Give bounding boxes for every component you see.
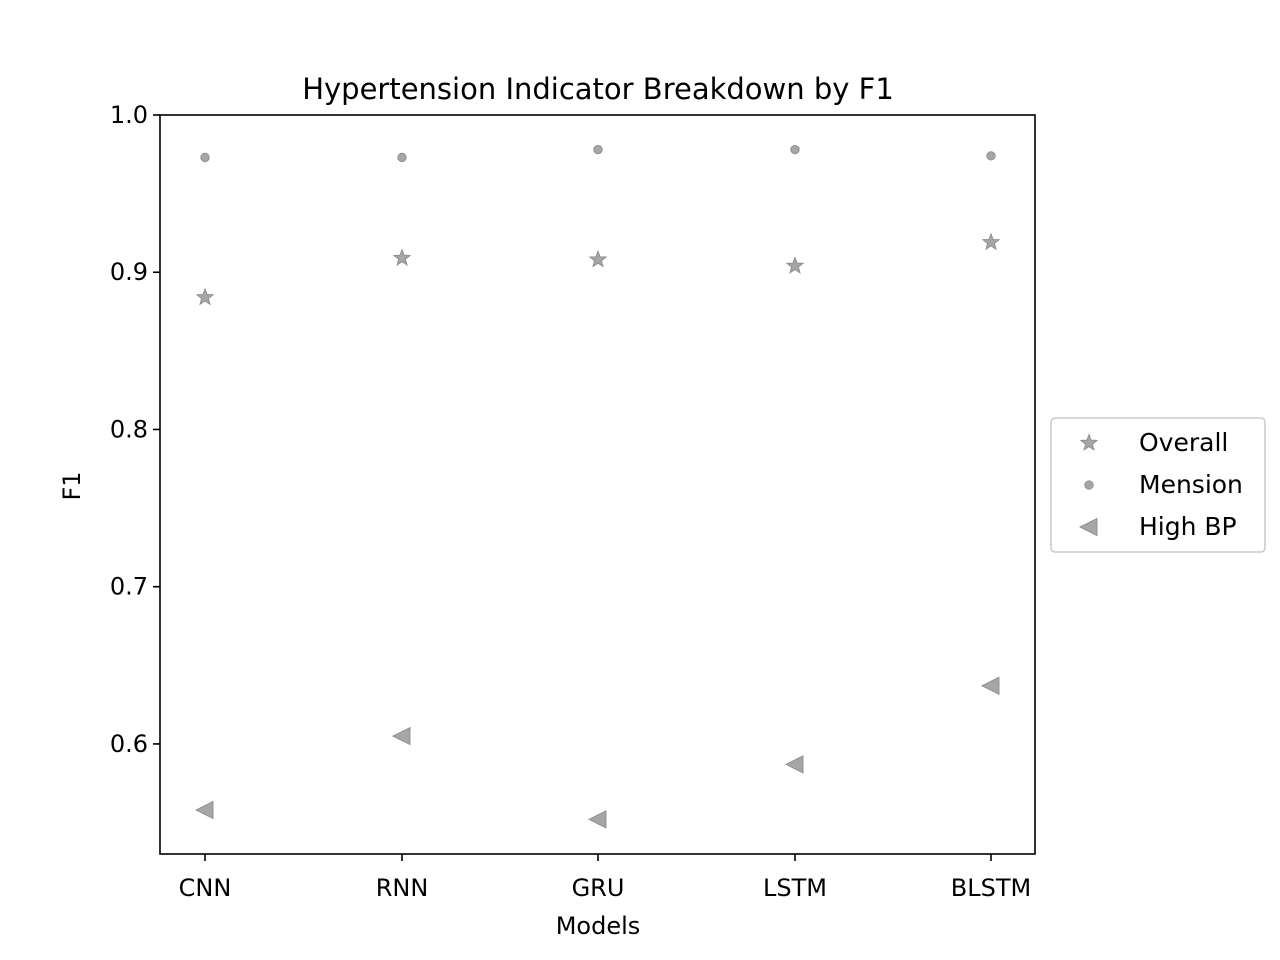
x-axis-label: Models	[556, 912, 641, 940]
point-high-bp	[784, 755, 804, 774]
point-mension	[593, 144, 603, 155]
point-mension	[200, 152, 210, 163]
legend-marker-overall	[1079, 433, 1099, 451]
data-points	[194, 144, 1001, 829]
point-overall	[981, 232, 1001, 251]
x-tick-label: RNN	[376, 874, 429, 902]
legend-label: High BP	[1139, 512, 1237, 541]
y-tick-label: 0.9	[110, 258, 148, 286]
y-axis-label: F1	[58, 471, 86, 500]
point-high-bp	[391, 726, 411, 746]
x-tick-label: LSTM	[763, 874, 827, 902]
point-mension	[397, 152, 407, 163]
y-tick-label: 0.8	[110, 415, 148, 443]
x-tick-label: BLSTM	[951, 874, 1031, 902]
axis-ticks: 0.6 0.7 0.8 0.9 1.0 CNN RNN GRU LSTM BLSTM	[110, 101, 1031, 902]
point-high-bp	[194, 800, 214, 820]
legend-marker-mension	[1084, 480, 1094, 490]
chart-title: Hypertension Indicator Breakdown by F1	[302, 72, 894, 106]
y-tick-label: 0.7	[110, 573, 148, 601]
point-overall	[785, 256, 805, 274]
point-mension	[986, 151, 996, 161]
legend-label: Mension	[1139, 470, 1243, 499]
x-tick-label: GRU	[572, 874, 625, 902]
x-tick-label: CNN	[179, 874, 232, 902]
point-overall	[392, 248, 412, 267]
point-overall	[588, 249, 608, 268]
legend-marker-high-bp	[1078, 517, 1098, 537]
legend-box	[1050, 417, 1266, 553]
y-tick-label: 1.0	[110, 101, 148, 129]
point-high-bp	[980, 676, 1000, 695]
legend: Overall Mension High BP	[1050, 417, 1266, 553]
point-overall	[195, 287, 215, 306]
point-mension	[790, 144, 800, 155]
point-high-bp	[587, 810, 607, 829]
legend-label: Overall	[1139, 428, 1228, 457]
y-tick-label: 0.6	[110, 730, 148, 758]
plot-area-frame	[159, 114, 1036, 855]
